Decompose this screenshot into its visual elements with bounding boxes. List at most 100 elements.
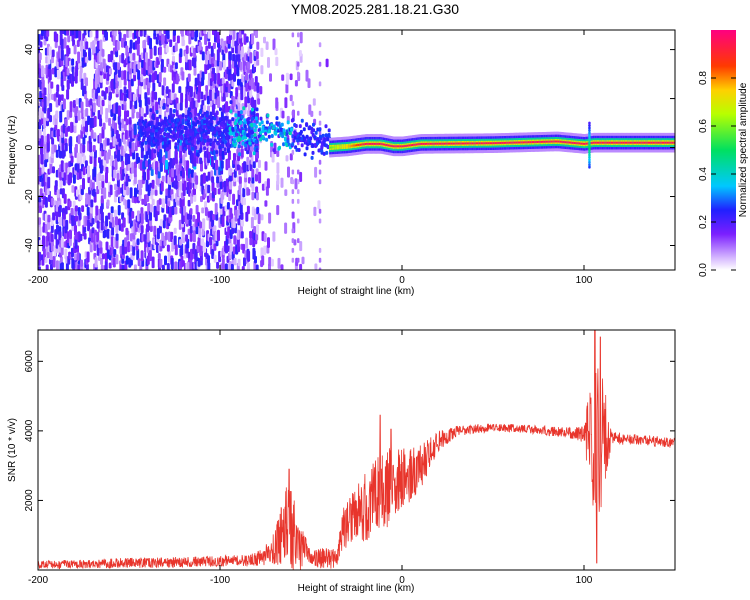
spectrogram-cell xyxy=(60,160,64,173)
spectrogram-cell xyxy=(310,155,314,160)
spectrogram-cell xyxy=(209,192,213,201)
spectrogram-cell xyxy=(588,136,591,140)
spectrogram-cell xyxy=(289,73,293,81)
spectrogram-cell xyxy=(110,50,114,63)
spectrogram-cell xyxy=(64,127,68,137)
spectrogram-band-cell xyxy=(468,142,470,145)
spectrogram-band-cell xyxy=(561,140,563,143)
spectrogram-cell xyxy=(66,110,70,120)
spectrogram-cell xyxy=(158,198,162,205)
spectrogram-cell xyxy=(313,135,317,140)
spectrogram-cell xyxy=(55,200,59,212)
spectrogram-cell xyxy=(140,250,144,262)
spectrogram-band-cell xyxy=(624,141,627,144)
spectrogram-band-cell xyxy=(544,140,547,143)
spectrogram-cell xyxy=(241,30,245,35)
spectrogram-cell xyxy=(224,130,228,135)
spectrogram-cell xyxy=(117,186,121,195)
spectrogram-band-cell xyxy=(367,142,370,145)
spectrogram-cell xyxy=(125,118,129,126)
spectrogram-cell xyxy=(166,244,170,252)
spectrogram-cell xyxy=(86,251,90,263)
spectrogram-band-cell xyxy=(456,142,459,145)
spectrogram-cell xyxy=(138,99,142,108)
spectrogram-cell xyxy=(151,256,155,269)
spectrogram-cell xyxy=(180,243,184,256)
spectrogram-cell xyxy=(253,208,257,221)
spectrogram-cell xyxy=(144,52,148,63)
spectrogram-cell xyxy=(228,58,232,70)
spectrogram-band-cell xyxy=(333,146,335,149)
spectrogram-cell xyxy=(71,258,75,269)
spectrogram-cell xyxy=(170,118,174,123)
spectrogram-cell xyxy=(87,165,90,178)
spectrogram-cell xyxy=(139,265,143,270)
spectrogram-cell xyxy=(55,260,59,270)
colorbar-tick-label: 0.6 xyxy=(698,119,709,133)
spectrogram-cell xyxy=(276,174,280,185)
spectrogram-cell xyxy=(60,237,64,248)
spectrogram-cell xyxy=(246,205,250,215)
spectrogram-cell xyxy=(588,128,591,132)
spectrogram-cell xyxy=(123,78,127,86)
spectrogram-cell xyxy=(158,39,162,46)
spectrogram-band-cell xyxy=(633,141,636,144)
spectrogram-cell xyxy=(221,77,225,85)
spectrogram-band-cell xyxy=(482,142,484,145)
spectrogram-band-cell xyxy=(496,142,498,145)
spectrogram-cell xyxy=(104,260,108,270)
y-tick-label: 4000 xyxy=(24,419,35,442)
spectrogram-cell xyxy=(238,152,242,157)
spectrogram-cell xyxy=(209,89,213,101)
snr-series-line xyxy=(38,330,675,570)
spectrogram-cell xyxy=(197,212,200,223)
spectrogram-cell xyxy=(224,151,227,156)
spectrogram-cell xyxy=(141,138,145,143)
spectrogram-band-cell xyxy=(345,145,348,148)
spectrogram-cell xyxy=(221,257,225,269)
spectrogram-cell xyxy=(242,106,246,111)
spectrogram-cell xyxy=(158,53,162,62)
spectrogram-cell xyxy=(253,99,257,109)
spectrogram-cell xyxy=(162,144,166,149)
spectrogram-band-cell xyxy=(418,143,421,146)
spectrogram-cell xyxy=(123,70,127,80)
spectrogram-cell xyxy=(70,155,74,163)
spectrogram-cell xyxy=(256,41,260,50)
spectrogram-cell xyxy=(321,133,325,138)
spectrogram-band-cell xyxy=(447,142,450,145)
spectrogram-cell xyxy=(588,150,591,154)
snr-x-label: Height of straight line (km) xyxy=(298,583,415,594)
spectrogram-cell xyxy=(49,162,53,174)
spectrogram-cell xyxy=(159,162,163,172)
spectrogram-band-cell xyxy=(434,142,437,145)
spectrogram-cell xyxy=(159,218,163,227)
spectrogram-cell xyxy=(155,101,159,112)
spectrogram-band-cell xyxy=(415,143,418,146)
spectrogram-cell xyxy=(105,171,108,184)
spectrogram-cell xyxy=(67,47,71,55)
spectrogram-band-cell xyxy=(613,141,616,144)
spectrogram-cell xyxy=(195,30,199,38)
spectrogram-cell xyxy=(255,148,259,153)
spectrogram-cell xyxy=(268,212,272,224)
spectrogram-cell xyxy=(181,231,185,244)
spectrogram-cell xyxy=(62,212,66,220)
spectrogram-cell xyxy=(216,176,220,184)
spectrogram-cell xyxy=(85,263,89,270)
spectrogram-cell xyxy=(326,137,330,142)
spectrogram-cell xyxy=(202,133,206,138)
spectrogram-band-cell xyxy=(441,142,444,145)
spectrogram-cell xyxy=(297,32,300,38)
spectrogram-cell xyxy=(176,118,179,123)
spectrogram-cell xyxy=(240,231,244,239)
spectrogram-band-cell xyxy=(510,141,512,144)
spectrogram-cell xyxy=(59,216,63,226)
spectrogram-cell xyxy=(219,175,223,182)
spectrogram-cell xyxy=(179,150,183,159)
spectrogram-cell xyxy=(51,55,54,64)
spectrogram-band-cell xyxy=(347,145,349,148)
spectrogram-cell xyxy=(297,189,300,195)
spectrogram-cell xyxy=(78,30,82,42)
spectrogram-cell xyxy=(267,134,271,139)
